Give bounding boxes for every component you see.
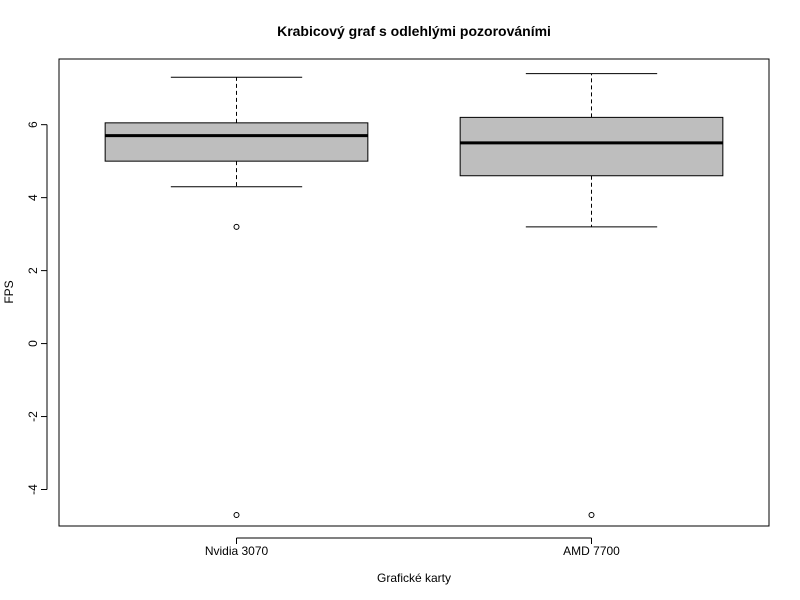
x-axis-label: Grafické karty [377,571,451,585]
outlier-point [588,512,595,519]
box-series [459,73,724,519]
y-tick-label: 6 [26,121,40,128]
x-tick-label: AMD 7700 [563,544,620,558]
outlier-point [233,223,240,230]
y-tick-label: -2 [26,411,40,422]
y-tick-label: 4 [26,194,40,201]
box-series [104,76,369,519]
y-tick-label: 2 [26,267,40,274]
boxes-group [104,73,724,519]
iqr-box [104,122,369,162]
y-tick-label: -4 [26,484,40,495]
iqr-box [459,116,724,177]
y-axis-label: FPS [2,280,16,303]
chart-title: Krabicový graf s odlehlými pozorováními [277,23,551,39]
plot-frame [58,58,770,527]
y-tick-label: 0 [26,340,40,347]
outlier-point [233,512,240,519]
y-axis: 6 4 2 0 -2 -4 [26,121,48,495]
x-axis: Nvidia 3070 AMD 7700 [205,537,620,558]
x-tick-label: Nvidia 3070 [205,544,269,558]
